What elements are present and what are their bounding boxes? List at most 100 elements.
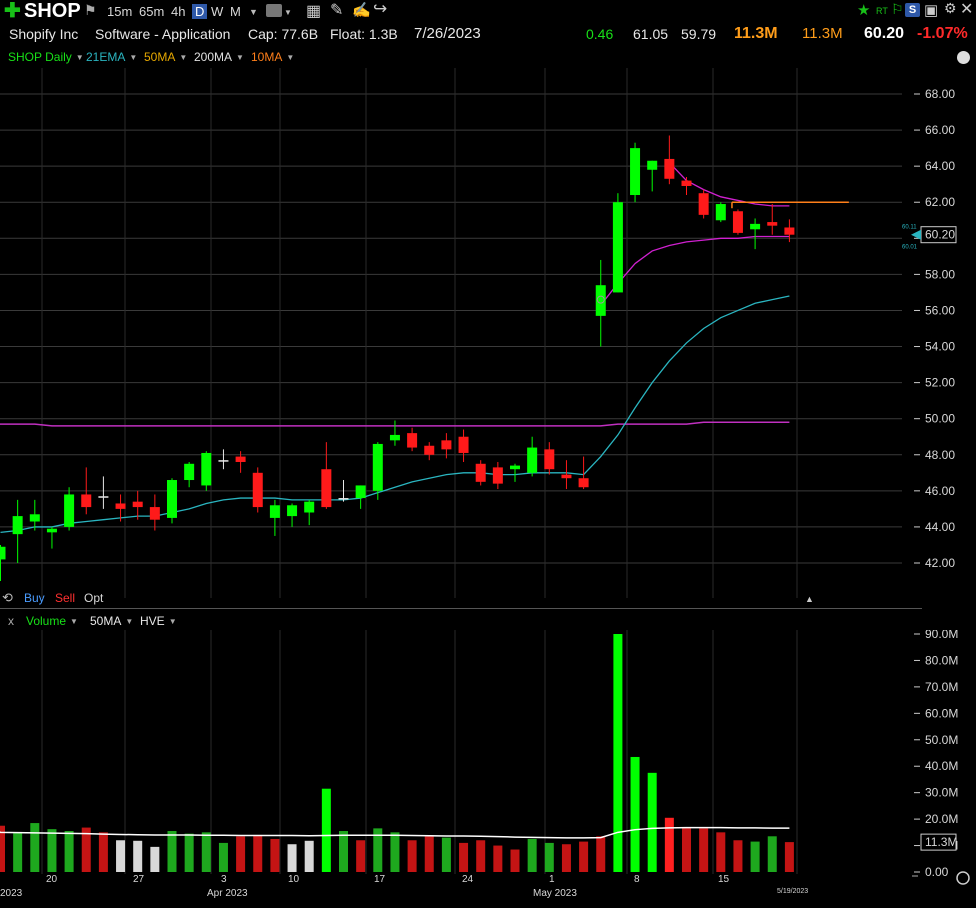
price-tick-label: 54.00 (925, 340, 955, 354)
hi-mark-label: 60.11 (902, 225, 917, 231)
volume-bar (81, 827, 91, 872)
study-main[interactable]: SHOP Daily ▼ (8, 50, 84, 64)
price-tick-label: 52.00 (925, 376, 955, 390)
price-tick-label: 66.00 (925, 123, 955, 137)
last-price-label: 60.20 (925, 228, 955, 242)
price-tick-label: 50.00 (925, 412, 955, 426)
calculator-icon[interactable]: ▦ (306, 3, 322, 20)
timeframe-dropdown-icon[interactable]: ▼ (249, 7, 258, 17)
volume-bar (287, 844, 297, 872)
study-21ema[interactable]: 21EMA ▼ (86, 50, 137, 64)
volume-bar (253, 834, 263, 872)
pencil-icon[interactable]: ✎ (330, 2, 344, 19)
panel-expand-icon[interactable]: ▲ (805, 594, 814, 604)
collapse-icon[interactable]: ⟲ (2, 590, 13, 605)
candle-body (115, 503, 126, 509)
save-icon[interactable]: ▣ (924, 2, 939, 19)
candle-body (98, 496, 109, 498)
study-200ma[interactable]: 200MA ▼ (194, 50, 244, 64)
realtime-badge[interactable]: RT (876, 6, 888, 16)
date-label: 3 (221, 874, 227, 885)
volume-bar (647, 772, 657, 872)
tf-65m[interactable]: 65m (139, 4, 165, 19)
candle-body (132, 501, 143, 508)
alert-icon[interactable]: ⚐ (891, 1, 904, 17)
sell-button[interactable]: Sell (55, 591, 76, 605)
volume-tick-label: 20.0M (925, 812, 958, 826)
volume-tick-label: 60.0M (925, 706, 958, 720)
study-main-label: SHOP Daily (8, 50, 72, 64)
volume-bar (98, 832, 108, 872)
study-200ma-label: 200MA (194, 50, 233, 64)
hve-study[interactable]: HVE ▼ (140, 614, 177, 628)
volume-tick-label: 90.0M (925, 630, 958, 641)
volume-bar (441, 837, 451, 872)
study-50ma[interactable]: 50MA ▼ (144, 50, 187, 64)
tf-15m[interactable]: 15m (107, 4, 133, 19)
tf-daily[interactable]: D (192, 4, 208, 19)
volume-bar (236, 836, 246, 872)
date-label: 8 (634, 874, 640, 885)
volume-chart[interactable]: 90.0M 80.0M 70.0M 60.0M 50.0M 40.0M 30.0M 20.0M… (0, 630, 976, 908)
avg-volume-value: 11.3M (802, 25, 843, 42)
volume-bar (30, 823, 40, 872)
volume-study[interactable]: Volume ▼ (26, 614, 78, 628)
flag-icon[interactable]: ⚑ (84, 2, 97, 18)
volume-bar (321, 788, 331, 872)
price-tick-label: 42.00 (925, 556, 955, 570)
high-value: 61.05 (633, 26, 669, 42)
candle-body (29, 514, 40, 522)
favorite-star-icon[interactable]: ★ (857, 2, 871, 19)
volume-bar (64, 831, 74, 872)
volume-bar (716, 832, 726, 872)
tf-4h[interactable]: 4h (171, 4, 186, 19)
volume-bar (527, 838, 537, 872)
volume-bar (339, 831, 348, 872)
text-tool-icon[interactable] (266, 4, 282, 17)
add-symbol-icon[interactable]: ✚ (4, 0, 21, 22)
date-label: 15 (718, 874, 730, 885)
s-button[interactable]: S (905, 3, 920, 17)
tf-weekly[interactable]: W (211, 4, 224, 19)
buy-button[interactable]: Buy (24, 591, 45, 605)
volume-bar (750, 841, 760, 872)
candle-body (544, 449, 555, 470)
last-volume-badge (920, 833, 957, 851)
symbol-title[interactable]: SHOP (24, 0, 81, 22)
price-tick-label: 48.00 (925, 448, 955, 462)
panel-divider[interactable] (0, 608, 922, 609)
price-tick-label: 68.00 (925, 87, 955, 101)
note-icon[interactable]: ✍ (352, 2, 371, 19)
settings-icon[interactable]: ⚙ (944, 0, 957, 16)
volume-bar (184, 833, 194, 872)
candle-body (0, 546, 6, 560)
volume-ma-study[interactable]: 50MA ▼ (90, 614, 133, 628)
close-icon[interactable]: ✕ (960, 1, 974, 18)
candle-body (647, 160, 658, 170)
percent-change: -1.07% (917, 25, 968, 42)
candle-body (46, 528, 57, 533)
candle-body (167, 480, 177, 518)
candle-body (595, 285, 606, 316)
scroll-handle-icon (956, 871, 970, 885)
candle-body (12, 516, 23, 535)
close-volume-icon[interactable]: x (8, 614, 14, 628)
volume-bar (699, 828, 709, 872)
chevron-down-icon: ▼ (75, 53, 84, 63)
candle-body (750, 223, 761, 230)
study-10ma[interactable]: 10MA ▼ (251, 50, 294, 64)
studies-bar: SHOP Daily ▼ 21EMA ▼ 50MA ▼ 200MA ▼ 10MA ▼ (0, 48, 976, 68)
tf-monthly[interactable]: M (230, 4, 241, 19)
volume-bar (150, 846, 160, 872)
price-chart[interactable]: 68.0066.0064.0062.0060.0058.0056.0054.00… (0, 68, 976, 610)
options-button[interactable]: Opt (84, 591, 104, 605)
volume-value: 11.3M (734, 25, 778, 42)
text-tool-dropdown-icon[interactable]: ▼ (284, 8, 292, 17)
date-label: 24 (462, 874, 474, 885)
chevron-down-icon: ▼ (236, 53, 244, 63)
candle-body (355, 485, 366, 499)
palette-icon[interactable] (957, 51, 970, 64)
share-icon[interactable]: ↪ (373, 0, 388, 18)
volume-ma50-line (0, 826, 790, 839)
candle-body (407, 433, 418, 448)
